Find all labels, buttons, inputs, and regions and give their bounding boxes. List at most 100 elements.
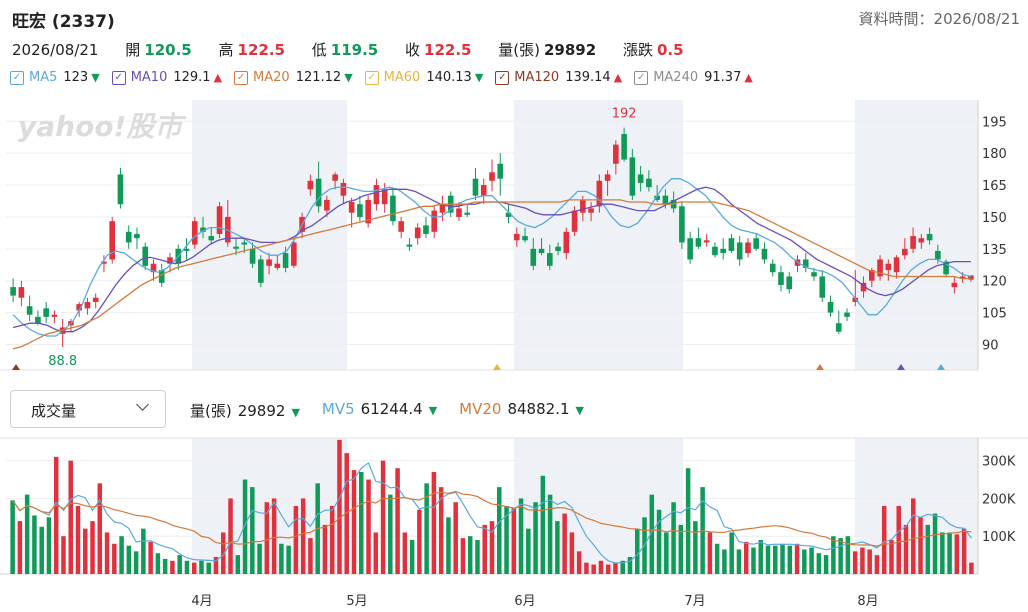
candle [414, 227, 421, 239]
ma-value: 91.37 [704, 70, 742, 85]
x-tick-label: 7月 [684, 594, 705, 609]
candle [51, 314, 58, 317]
ma-toggle-ma240[interactable]: ✓ MA240 91.37 ▲ [634, 70, 753, 85]
volume-bar [235, 555, 241, 574]
quote-date: 2026/08/21 [12, 41, 99, 59]
ma-toggle-ma120[interactable]: ✓ MA120 139.14 ▲ [495, 70, 622, 85]
candle [546, 253, 553, 266]
candle [489, 172, 495, 181]
candle [860, 282, 867, 292]
candle [282, 253, 289, 268]
candle [736, 242, 743, 260]
indicator-select[interactable]: 成交量 [10, 390, 166, 428]
volume-bar [649, 494, 655, 574]
legend-name: MV20 [459, 400, 502, 418]
candle [720, 248, 726, 254]
mv5-line [12, 461, 972, 564]
volume-bar [903, 524, 909, 574]
volume-bar [75, 506, 81, 574]
volume-bar [482, 524, 487, 574]
arrow-down-icon: ▼ [575, 404, 584, 417]
y-tick-label: 180 [982, 147, 1007, 162]
legend-value: 29892 [237, 402, 286, 420]
month-shade [855, 438, 978, 574]
volume-bar [162, 558, 168, 574]
arrow-down-icon: ▼ [344, 71, 353, 84]
candle [712, 246, 718, 256]
volume-bar [693, 521, 698, 574]
checkbox-icon: ✓ [10, 70, 24, 85]
candle [35, 316, 41, 324]
volume-bar [126, 545, 132, 574]
volume-bar [264, 502, 270, 574]
volume-bar [540, 475, 546, 574]
candle [101, 261, 107, 264]
volume-bar [685, 468, 691, 574]
candle [134, 233, 140, 239]
volume-bar [475, 540, 480, 574]
volume-bar [932, 513, 938, 574]
volume-bar [838, 538, 843, 574]
high-label: 高 [218, 41, 234, 59]
candle [216, 206, 223, 234]
volume-bar [794, 543, 800, 574]
ma-toggle-ma5[interactable]: ✓ MA5 123 ▼ [10, 70, 100, 85]
candle [802, 259, 809, 268]
ma-toggle-ma60[interactable]: ✓ MA60 140.13 ▼ [364, 70, 483, 85]
candle [877, 259, 883, 277]
volume-bar [104, 532, 110, 574]
ma-toggle-ma10[interactable]: ✓ MA10 129.1 ▲ [111, 70, 222, 85]
volume-bar [431, 472, 437, 574]
candle [315, 178, 322, 207]
arrow-down-icon: ▼ [91, 71, 100, 84]
volume-bar [10, 500, 15, 574]
candle [464, 212, 471, 215]
volume-bar [664, 532, 669, 574]
candle [687, 238, 693, 260]
candle [621, 134, 627, 160]
yahoo-logo: yahoo!股市 [18, 110, 187, 143]
candle [381, 189, 388, 205]
y-tick-label: 195 [982, 115, 1007, 130]
volume-bar [293, 506, 299, 574]
candle [943, 261, 949, 275]
candle [844, 312, 850, 317]
volume-bar [823, 555, 829, 574]
volume-bar [627, 557, 633, 574]
volume-bar [402, 532, 408, 574]
volume-bar [773, 545, 778, 574]
candle [613, 144, 619, 164]
volume-bar [569, 532, 575, 574]
ma-value: 139.14 [565, 70, 611, 85]
checkbox-icon: ✓ [634, 70, 649, 85]
volume-bar [417, 509, 422, 574]
candle [480, 185, 487, 196]
change-value: 0.5 [656, 41, 684, 59]
volume-bar [228, 498, 233, 574]
volume-bar [213, 557, 219, 574]
y-tick-label: 150 [982, 211, 1007, 226]
candle [92, 297, 99, 302]
arrow-up-icon: ▲ [613, 71, 623, 84]
volume-bar [969, 562, 974, 574]
volume-chart[interactable]: 100K 200K 300K 4月 5月 6月 7月 8月 [0, 436, 1028, 612]
price-chart[interactable]: 90 105 120 135 150 165 180 195 yahoo!股市 192 88.8 [0, 98, 1028, 376]
candle [926, 233, 933, 241]
volume-bar [286, 545, 291, 574]
month-shade [192, 100, 347, 370]
candle [555, 246, 561, 251]
volume-bar [504, 506, 509, 574]
ma-toggle-ma20[interactable]: ✓ MA20 121.12 ▼ [234, 70, 353, 85]
ma-name: MA60 [383, 70, 421, 85]
candle [819, 276, 826, 298]
candle [522, 236, 528, 241]
volume-bar [881, 506, 887, 574]
volume-bar [635, 528, 640, 574]
candle [183, 248, 190, 251]
candle [332, 174, 338, 181]
candle [761, 248, 768, 260]
candle [423, 225, 429, 234]
candle [753, 238, 760, 249]
candle [885, 263, 892, 271]
volume-bar [337, 439, 342, 574]
